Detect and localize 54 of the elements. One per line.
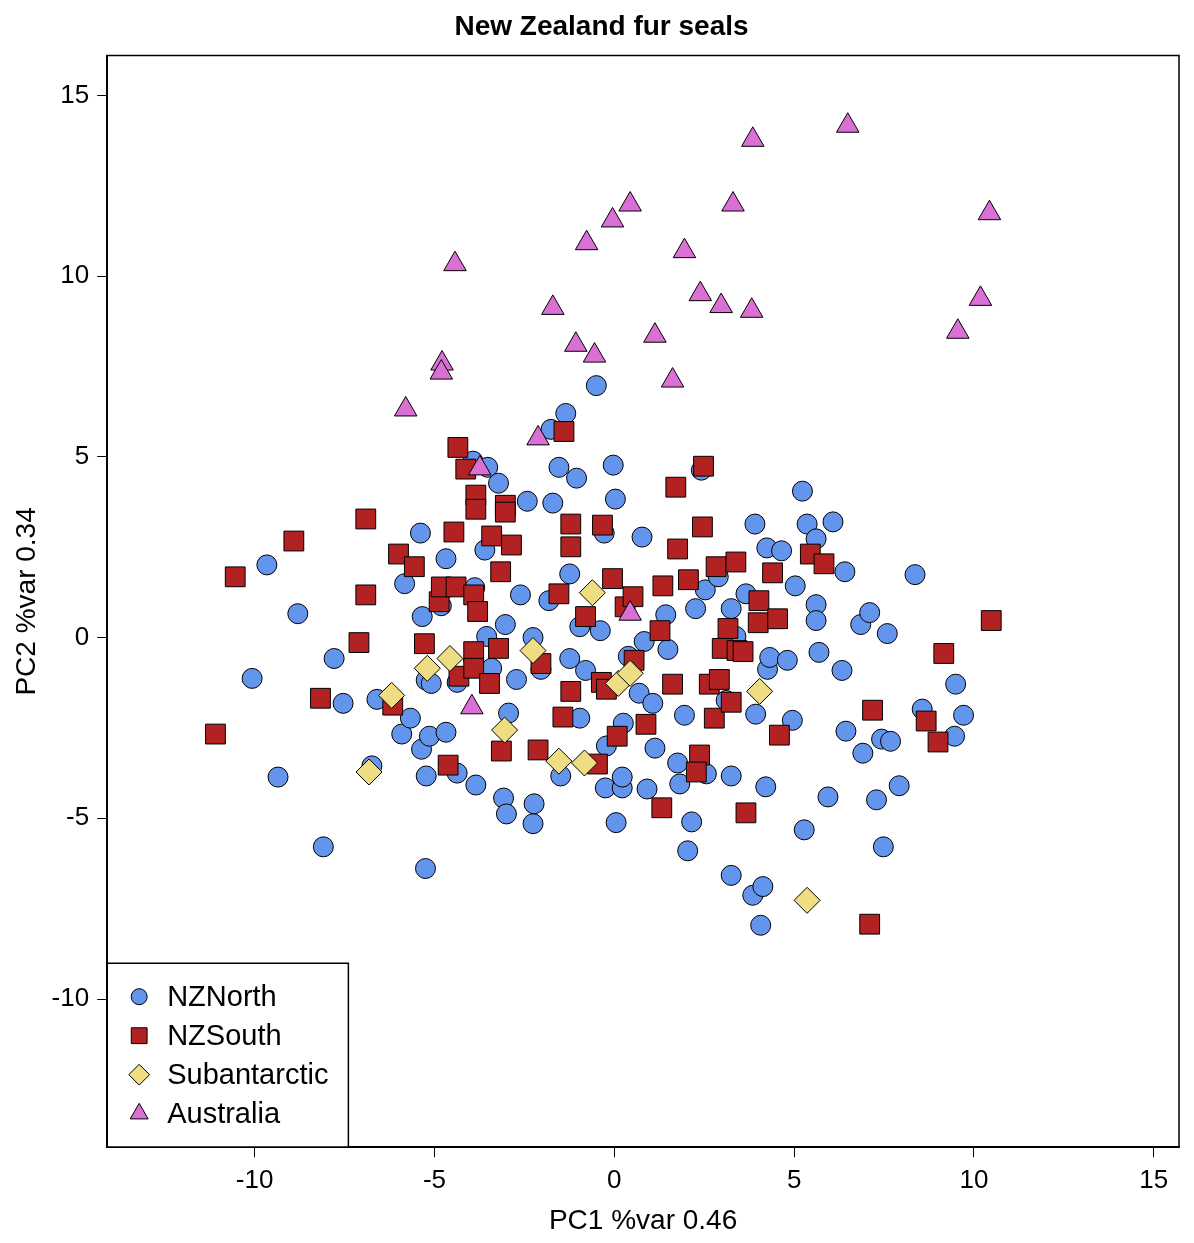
- point: [968, 285, 993, 306]
- point: [793, 886, 821, 914]
- x-tick-label: -5: [422, 1163, 447, 1194]
- point: [582, 342, 607, 363]
- point: [643, 322, 667, 343]
- point: [545, 747, 573, 775]
- point: [741, 126, 765, 147]
- point: [672, 237, 697, 259]
- point: [541, 294, 565, 315]
- y-tick-label: 5: [74, 439, 90, 470]
- point: [564, 331, 588, 352]
- x-tick-label: 15: [1139, 1163, 1169, 1194]
- point: [946, 318, 970, 339]
- point: [660, 367, 685, 388]
- x-tick-label: 10: [959, 1163, 989, 1194]
- point: [600, 206, 625, 228]
- point: [526, 424, 550, 446]
- point: [468, 454, 492, 476]
- y-tick-label: -5: [66, 801, 90, 832]
- point: [491, 716, 519, 744]
- point: [709, 292, 733, 314]
- point: [977, 199, 1002, 221]
- point: [746, 677, 774, 705]
- point: [519, 637, 547, 665]
- point: [688, 280, 713, 302]
- legend-label: Australia: [167, 1096, 281, 1129]
- y-tick-label: 10: [60, 259, 90, 290]
- point: [574, 229, 599, 251]
- point: [378, 681, 406, 709]
- x-tick-label: 5: [786, 1163, 802, 1194]
- point: [443, 250, 467, 272]
- legend-label: Subantarctic: [167, 1057, 329, 1090]
- x-axis-title: PC1 %var 0.46: [548, 1203, 738, 1235]
- point: [355, 758, 383, 786]
- point: [616, 659, 644, 687]
- point: [393, 395, 418, 417]
- point: [835, 112, 860, 133]
- chart-title: New Zealand fur seals: [454, 9, 749, 41]
- x-tick-label: 0: [607, 1163, 622, 1194]
- point: [721, 191, 745, 212]
- x-tick-label: -10: [235, 1163, 274, 1194]
- point: [570, 749, 598, 777]
- y-tick-label: -10: [51, 982, 90, 1013]
- point: [413, 654, 441, 682]
- y-axis-title: PC2 %var 0.34: [9, 507, 41, 696]
- point: [739, 297, 764, 318]
- y-tick-label: 15: [60, 78, 90, 109]
- point: [436, 645, 464, 673]
- point: [578, 579, 606, 607]
- y-tick-label: 0: [74, 620, 90, 651]
- legend-label: NZSouth: [167, 1018, 282, 1051]
- legend-label: NZNorth: [167, 979, 277, 1012]
- point: [618, 191, 642, 212]
- point: [429, 359, 454, 380]
